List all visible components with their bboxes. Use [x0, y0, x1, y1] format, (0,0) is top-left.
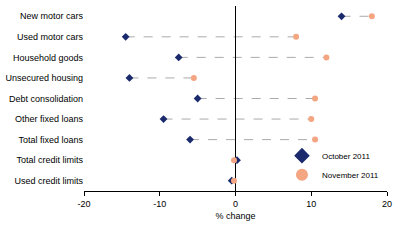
svg-text:Total credit limits: Total credit limits [16, 155, 83, 165]
svg-text:Total fixed loans: Total fixed loans [18, 135, 83, 145]
svg-text:Used credit limits: Used credit limits [14, 176, 83, 186]
svg-text:November 2011: November 2011 [322, 171, 379, 180]
svg-text:0: 0 [233, 199, 238, 209]
svg-text:% change: % change [215, 211, 255, 221]
svg-text:-10: -10 [153, 199, 166, 209]
svg-text:October 2011: October 2011 [322, 152, 370, 161]
svg-text:Household goods: Household goods [13, 53, 84, 63]
svg-text:Other fixed loans: Other fixed loans [15, 114, 84, 124]
svg-text:New motor cars: New motor cars [20, 11, 84, 21]
svg-text:10: 10 [306, 199, 316, 209]
svg-text:20: 20 [382, 199, 392, 209]
svg-text:-20: -20 [77, 199, 90, 209]
svg-text:Debt consolidation: Debt consolidation [9, 94, 83, 104]
svg-text:Used motor cars: Used motor cars [17, 32, 84, 42]
svg-text:Unsecured housing: Unsecured housing [5, 73, 83, 83]
